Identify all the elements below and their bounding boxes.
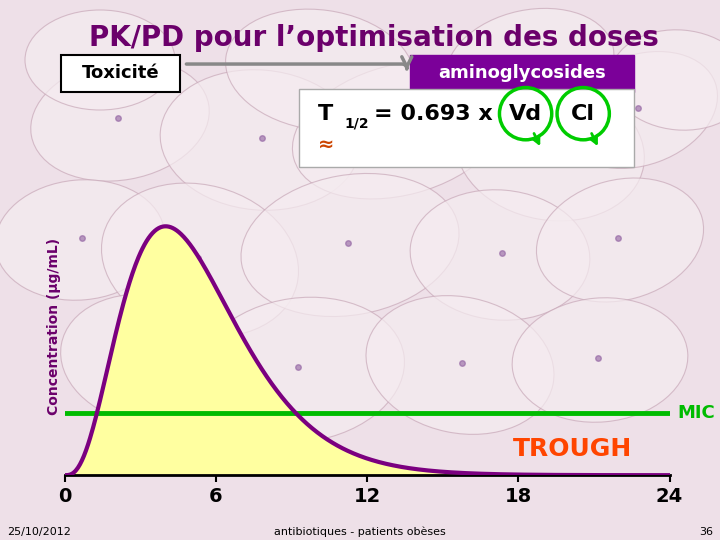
Text: = 0.693 x: = 0.693 x bbox=[374, 104, 493, 124]
Ellipse shape bbox=[60, 294, 239, 426]
Text: TROUGH: TROUGH bbox=[513, 437, 631, 461]
Ellipse shape bbox=[241, 173, 459, 316]
Ellipse shape bbox=[160, 70, 360, 210]
Ellipse shape bbox=[366, 295, 554, 434]
Ellipse shape bbox=[512, 298, 688, 422]
Ellipse shape bbox=[410, 190, 590, 320]
Text: PK/PD pour l’optimisation des doses: PK/PD pour l’optimisation des doses bbox=[89, 24, 660, 52]
Text: 1/2: 1/2 bbox=[344, 117, 369, 130]
Ellipse shape bbox=[25, 10, 175, 110]
Ellipse shape bbox=[196, 297, 405, 443]
Ellipse shape bbox=[0, 180, 165, 300]
Text: ≈: ≈ bbox=[318, 135, 335, 154]
Text: Toxicité: Toxicité bbox=[82, 64, 159, 83]
Y-axis label: Concentration (µg/mL): Concentration (µg/mL) bbox=[47, 238, 60, 415]
Ellipse shape bbox=[446, 9, 614, 122]
Ellipse shape bbox=[562, 51, 718, 168]
Text: antibiotiques - patients obèses: antibiotiques - patients obèses bbox=[274, 527, 446, 537]
Ellipse shape bbox=[536, 178, 703, 302]
Text: T: T bbox=[318, 104, 333, 124]
Text: 36: 36 bbox=[699, 527, 713, 537]
Ellipse shape bbox=[610, 30, 720, 130]
Ellipse shape bbox=[31, 59, 210, 181]
Text: MIC: MIC bbox=[677, 404, 715, 422]
Text: Cl: Cl bbox=[571, 104, 595, 124]
Text: Vd: Vd bbox=[509, 104, 542, 124]
Ellipse shape bbox=[102, 183, 299, 337]
Ellipse shape bbox=[292, 61, 508, 199]
Ellipse shape bbox=[456, 79, 644, 221]
Ellipse shape bbox=[225, 9, 415, 131]
Text: 25/10/2012: 25/10/2012 bbox=[7, 527, 71, 537]
Text: aminoglycosides: aminoglycosides bbox=[438, 64, 606, 83]
